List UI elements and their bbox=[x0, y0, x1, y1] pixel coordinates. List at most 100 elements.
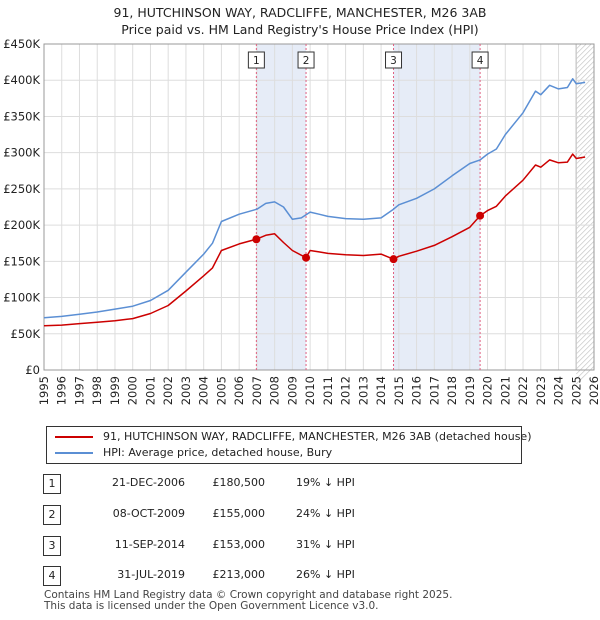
footer-line-2: This data is licensed under the Open Gov… bbox=[44, 600, 379, 612]
forecast-hatch bbox=[575, 130, 595, 150]
legend-swatch-hpi bbox=[55, 452, 93, 454]
forecast-hatch bbox=[575, 60, 595, 80]
x-tick-label: 2018 bbox=[445, 376, 459, 405]
forecast-hatch bbox=[575, 230, 595, 250]
sale-marker-box-2 bbox=[297, 51, 315, 69]
sale-number: 4 bbox=[43, 566, 61, 586]
x-tick-label: 2002 bbox=[161, 376, 175, 405]
sale-point-1 bbox=[252, 235, 261, 244]
y-tick-label: £300K bbox=[3, 146, 40, 160]
forecast-hatch bbox=[575, 335, 595, 355]
forecast-hatch bbox=[575, 155, 595, 175]
chart: £0 £50K £100K £150K £200K £250K £300K £350K £400… bbox=[3, 0, 600, 406]
forecast-hatch bbox=[575, 340, 595, 360]
forecast-hatch bbox=[575, 205, 595, 225]
sale-hpi-diff: 31% ↓ HPI bbox=[296, 538, 355, 551]
legend: 91, HUTCHINSON WAY, RADCLIFFE, MANCHESTE… bbox=[46, 426, 532, 464]
x-tick-label: 2026 bbox=[587, 376, 600, 405]
sale-number: 1 bbox=[43, 474, 61, 494]
sale-band-3-4 bbox=[393, 44, 481, 370]
x-tick-label: 2001 bbox=[143, 376, 157, 405]
y-tick-label: £200K bbox=[3, 218, 40, 232]
sale-point-4 bbox=[476, 211, 485, 220]
x-tick-label: 2004 bbox=[197, 376, 211, 405]
forecast-hatch bbox=[575, 210, 595, 230]
x-tick-label: 1997 bbox=[72, 376, 86, 405]
x-tick-label: 2006 bbox=[232, 376, 246, 405]
table-row: 3 11-SEP-2014 £153,000 31% ↓ HPI bbox=[0, 536, 600, 558]
sale-price: £153,000 bbox=[212, 538, 266, 551]
forecast-hatch bbox=[575, 250, 595, 270]
sale-point-2 bbox=[302, 253, 311, 262]
table-row: 4 31-JUL-2019 £213,000 26% ↓ HPI bbox=[0, 566, 600, 588]
forecast-hatch bbox=[575, 80, 595, 100]
forecast-hatch bbox=[575, 275, 595, 295]
forecast-hatch bbox=[575, 140, 595, 160]
forecast-hatch bbox=[575, 290, 595, 310]
chart-title: 91, HUTCHINSON WAY, RADCLIFFE, MANCHESTE… bbox=[0, 4, 600, 38]
title-line-2: Price paid vs. HM Land Registry's House … bbox=[121, 22, 479, 37]
hatch-mask bbox=[576, 0, 600, 44]
forecast-hatch bbox=[575, 315, 595, 335]
forecast-hatch bbox=[575, 325, 595, 345]
hpi-line bbox=[43, 78, 586, 319]
x-tick-label: 2009 bbox=[285, 376, 299, 405]
x-tick-label: 2017 bbox=[427, 376, 441, 405]
forecast-hatch bbox=[575, 150, 595, 170]
forecast-hatch bbox=[575, 255, 595, 275]
x-tick-label: 1998 bbox=[90, 376, 104, 405]
forecast-hatch bbox=[575, 175, 595, 195]
sale-marker-label-1: 1 bbox=[253, 55, 260, 67]
forecast-hatch bbox=[575, 310, 595, 330]
forecast-hatch bbox=[575, 170, 595, 190]
legend-item-property: 91, HUTCHINSON WAY, RADCLIFFE, MANCHESTE… bbox=[55, 429, 532, 445]
x-tick-label: 2016 bbox=[410, 376, 424, 405]
sale-date: 31-JUL-2019 bbox=[117, 568, 185, 581]
table-row: 1 21-DEC-2006 £180,500 19% ↓ HPI bbox=[0, 474, 600, 496]
plot-area: £0 £50K £100K £150K £200K £250K £300K £350K £400… bbox=[3, 0, 600, 405]
forecast-hatch bbox=[575, 295, 595, 315]
y-tick-label: £0 bbox=[25, 363, 40, 377]
sale-marker-box-1 bbox=[247, 51, 265, 69]
legend-swatch-property bbox=[55, 436, 93, 438]
sale-point-3 bbox=[389, 255, 398, 264]
x-tick-label: 2019 bbox=[463, 376, 477, 405]
x-tick-label: 2007 bbox=[250, 376, 264, 405]
forecast-hatch bbox=[575, 345, 595, 365]
forecast-hatch bbox=[575, 110, 595, 130]
forecast-hatch bbox=[575, 165, 595, 185]
x-tick-label: 2025 bbox=[569, 376, 583, 405]
sale-hpi-diff: 19% ↓ HPI bbox=[296, 476, 355, 489]
forecast-hatch bbox=[575, 50, 595, 70]
forecast-hatch bbox=[575, 285, 595, 305]
x-tick-label: 1995 bbox=[37, 376, 51, 405]
x-tick-label: 2021 bbox=[498, 376, 512, 405]
x-tick-label: 2022 bbox=[516, 376, 530, 405]
forecast-hatch bbox=[575, 65, 595, 85]
sale-date: 11-SEP-2014 bbox=[114, 538, 185, 551]
x-tick-label: 1999 bbox=[108, 376, 122, 405]
x-tick-label: 2010 bbox=[303, 376, 317, 405]
forecast-hatch bbox=[575, 180, 595, 200]
forecast-hatch bbox=[575, 225, 595, 245]
forecast-hatch bbox=[575, 85, 595, 105]
x-tick-label: 2020 bbox=[481, 376, 495, 405]
forecast-hatch bbox=[575, 365, 595, 385]
forecast-hatch bbox=[575, 105, 595, 125]
x-tick-label: 2011 bbox=[321, 376, 335, 405]
x-tick-label: 1996 bbox=[55, 376, 69, 405]
sale-marker-label-2: 2 bbox=[303, 55, 310, 67]
y-tick-label: £250K bbox=[3, 182, 40, 196]
forecast-hatch bbox=[575, 120, 595, 140]
footer: Contains HM Land Registry data © Crown c… bbox=[44, 590, 452, 612]
x-tick-label: 2008 bbox=[268, 376, 282, 405]
y-tick-label: £350K bbox=[3, 109, 40, 123]
forecast-hatch bbox=[575, 55, 595, 75]
legend-label-property: 91, HUTCHINSON WAY, RADCLIFFE, MANCHESTE… bbox=[103, 430, 532, 443]
x-tick-label: 2000 bbox=[126, 376, 140, 405]
forecast-hatch bbox=[575, 320, 595, 340]
sale-date: 08-OCT-2009 bbox=[112, 507, 185, 520]
forecast-hatch bbox=[575, 45, 595, 65]
forecast-hatch bbox=[575, 200, 595, 220]
y-tick-label: £400K bbox=[3, 73, 40, 87]
